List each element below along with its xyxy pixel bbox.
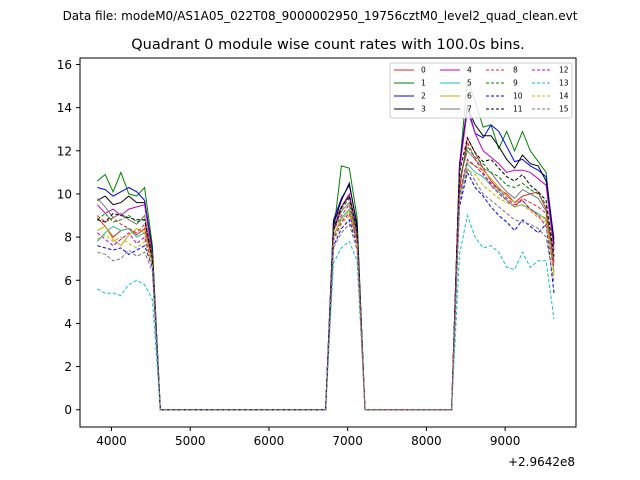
series-line-12 bbox=[96, 158, 555, 411]
series-line-8 bbox=[96, 140, 555, 411]
legend-label-5: 5 bbox=[467, 79, 472, 88]
x-offset-label: +2.9642e8 bbox=[508, 455, 575, 469]
series-line-15 bbox=[97, 166, 555, 411]
x-tick-label: 6000 bbox=[254, 434, 285, 448]
legend-label-13: 13 bbox=[559, 79, 569, 88]
y-tick-label: 2 bbox=[64, 360, 72, 374]
x-tick-label: 8000 bbox=[411, 434, 442, 448]
x-tick-label: 7000 bbox=[332, 434, 363, 448]
legend-label-9: 9 bbox=[513, 79, 518, 88]
y-tick-label: 12 bbox=[57, 144, 72, 158]
series-line-5 bbox=[96, 162, 555, 411]
legend-label-0: 0 bbox=[421, 66, 426, 75]
legend-label-2: 2 bbox=[421, 92, 426, 101]
series-line-10 bbox=[97, 170, 555, 411]
y-tick-label: 0 bbox=[64, 403, 72, 417]
y-tick-label: 10 bbox=[57, 187, 72, 201]
y-tick-label: 14 bbox=[57, 101, 72, 115]
y-tick-label: 8 bbox=[64, 231, 72, 245]
legend-label-3: 3 bbox=[421, 105, 426, 114]
series-line-9 bbox=[96, 145, 555, 411]
legend-label-1: 1 bbox=[421, 79, 426, 88]
series-line-1 bbox=[96, 79, 555, 411]
legend-label-4: 4 bbox=[467, 66, 472, 75]
plot-frame bbox=[79, 57, 577, 428]
series-line-13 bbox=[97, 213, 555, 411]
chart-title: Quadrant 0 module wise count rates with … bbox=[131, 37, 525, 53]
y-tick-label: 4 bbox=[64, 317, 72, 331]
legend-label-7: 7 bbox=[467, 105, 472, 114]
legend-label-12: 12 bbox=[559, 66, 569, 75]
y-tick-label: 6 bbox=[64, 274, 72, 288]
series-line-14 bbox=[97, 169, 555, 411]
x-tick-label: 4000 bbox=[96, 434, 127, 448]
series-layer bbox=[96, 79, 555, 411]
series-line-2 bbox=[97, 105, 555, 411]
x-tick-label: 5000 bbox=[175, 434, 206, 448]
y-tick-label: 16 bbox=[57, 58, 72, 72]
legend-label-14: 14 bbox=[559, 92, 569, 101]
series-line-7 bbox=[96, 149, 555, 411]
legend-box bbox=[389, 62, 573, 119]
legend-label-11: 11 bbox=[513, 105, 523, 114]
series-line-6 bbox=[97, 160, 555, 411]
legend-label-8: 8 bbox=[513, 66, 518, 75]
chart-suptitle: Data file: modeM0/AS1A05_022T08_90000029… bbox=[63, 9, 578, 23]
x-tick-label: 9000 bbox=[490, 434, 521, 448]
legend-label-6: 6 bbox=[467, 92, 472, 101]
legend-label-10: 10 bbox=[513, 92, 523, 101]
series-line-4 bbox=[96, 109, 555, 411]
legend-label-15: 15 bbox=[559, 105, 569, 114]
